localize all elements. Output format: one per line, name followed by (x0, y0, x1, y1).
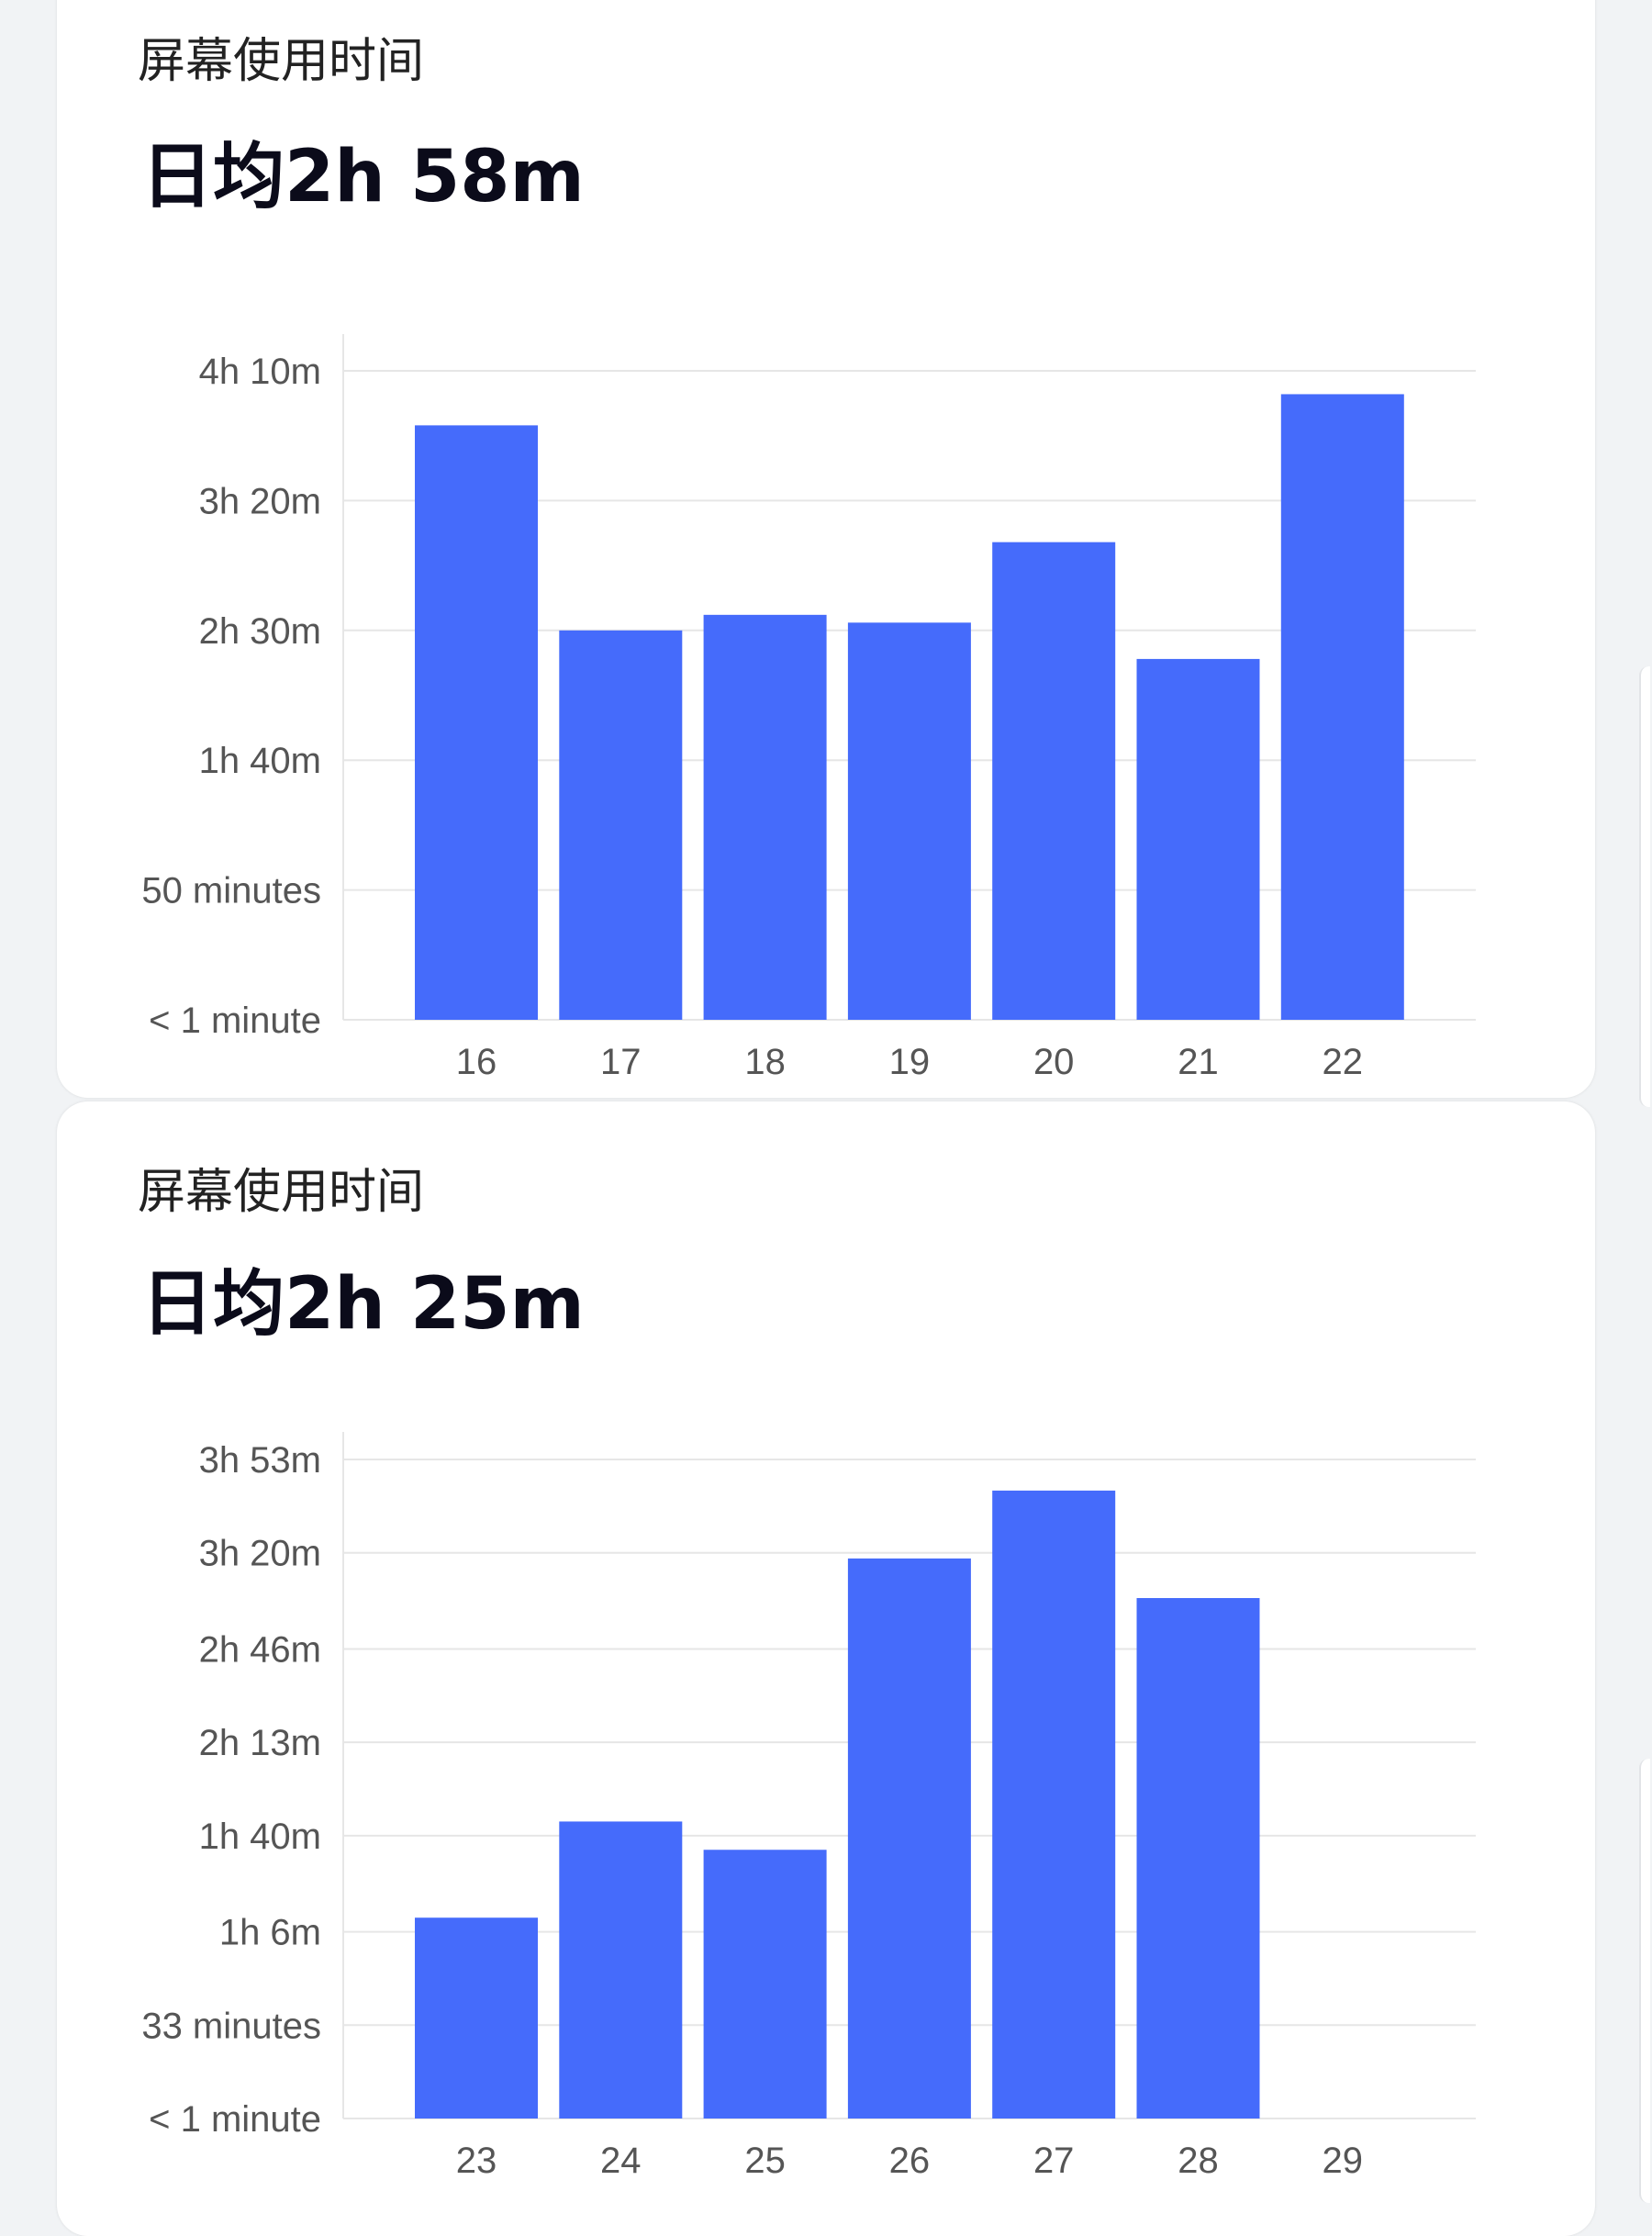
x-tick-label: 19 (889, 1042, 931, 1082)
bar-day-24[interactable] (559, 1821, 683, 2119)
bar-day-22[interactable] (1280, 394, 1404, 1020)
y-tick-label: 2h 13m (199, 1723, 321, 1763)
y-tick-label: 2h 30m (199, 611, 321, 652)
x-tick-label: 23 (456, 2141, 497, 2181)
bar-day-16[interactable] (415, 425, 538, 1020)
bar-day-19[interactable] (847, 622, 971, 1020)
bar-day-28[interactable] (1136, 1597, 1260, 2119)
x-tick-label: 17 (600, 1042, 642, 1082)
y-tick-label: 4h 10m (199, 352, 321, 392)
screen-time-bar-chart-week-1: < 1 minute 50 minutes 1h 40m 2h 30m 3h 20m 4h… (141, 334, 1476, 1082)
adjacent-card-edge (1639, 666, 1650, 1107)
x-tick-label: 26 (889, 2141, 931, 2181)
bar-day-20[interactable] (992, 542, 1116, 1020)
x-tick-label: 16 (456, 1042, 497, 1082)
screen-time-card-week-1[interactable]: 屏幕使用时间 日均2h 58m < 1 minute 50 minutes 1h 4… (57, 0, 1595, 1098)
bar-day-25[interactable] (703, 1850, 827, 2119)
y-tick-label: 33 minutes (141, 2006, 321, 2046)
x-tick-label: 24 (600, 2141, 642, 2181)
card-title: 屏幕使用时间 (138, 34, 425, 89)
daily-average: 日均2h 25m (141, 1263, 585, 1346)
y-tick-label: 50 minutes (141, 871, 321, 911)
screen-time-bar-chart-week-2: < 1 minute 33 minutes 1h 6m 1h 40m 2h 13m 2h … (141, 1432, 1476, 2181)
bar-day-18[interactable] (703, 614, 827, 1020)
daily-average: 日均2h 58m (141, 136, 585, 218)
x-tick-label: 28 (1178, 2141, 1219, 2181)
bar-day-21[interactable] (1136, 658, 1260, 1020)
y-tick-label: 1h 6m (219, 1913, 321, 1953)
x-tick-label: 22 (1323, 1042, 1364, 1082)
x-tick-label: 25 (744, 2141, 786, 2181)
adjacent-card-edge (1639, 1759, 1650, 2203)
bar-day-17[interactable] (559, 630, 683, 1020)
y-tick-label: 3h 20m (199, 1534, 321, 1574)
bar-day-23[interactable] (415, 1917, 538, 2119)
x-tick-label: 20 (1033, 1042, 1075, 1082)
y-tick-label: 1h 40m (199, 1817, 321, 1857)
x-tick-label: 27 (1033, 2141, 1075, 2181)
y-tick-label: 1h 40m (199, 741, 321, 781)
y-tick-label: 3h 20m (199, 481, 321, 521)
card-title: 屏幕使用时间 (138, 1165, 425, 1220)
x-tick-label: 29 (1323, 2141, 1364, 2181)
y-tick-label: < 1 minute (149, 1001, 321, 1041)
screen-time-card-week-2[interactable]: 屏幕使用时间 日均2h 25m < 1 minute 33 minutes 1h 6… (57, 1101, 1595, 2236)
bar-day-27[interactable] (992, 1490, 1116, 2119)
y-tick-label: 3h 53m (199, 1440, 321, 1481)
y-tick-label: < 1 minute (149, 2099, 321, 2140)
y-tick-label: 2h 46m (199, 1629, 321, 1670)
x-tick-label: 21 (1178, 1042, 1219, 1082)
x-tick-label: 18 (744, 1042, 786, 1082)
bar-day-26[interactable] (847, 1558, 971, 2119)
